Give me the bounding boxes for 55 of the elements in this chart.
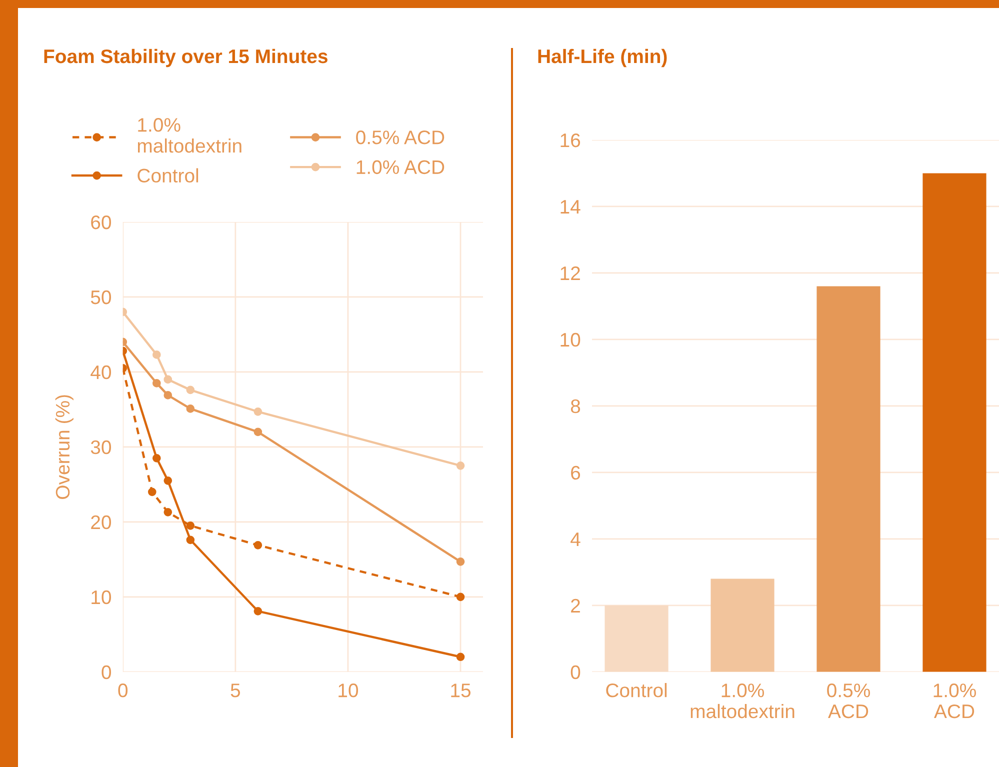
- legend-label: 1.0% ACD: [356, 160, 444, 174]
- point: [164, 476, 172, 485]
- legend-label: 0.5% ACD: [356, 130, 444, 144]
- x-tick-label: Control: [606, 683, 667, 698]
- y-tick-label: 14: [560, 200, 580, 214]
- point: [164, 391, 172, 400]
- x-tick-label: 15: [451, 684, 471, 698]
- y-tick-label: 4: [570, 532, 580, 546]
- point: [186, 386, 195, 394]
- y-tick-label: 40: [90, 365, 112, 380]
- y-tick-label: 10: [92, 590, 112, 604]
- point: [148, 488, 156, 496]
- legend-label: Control: [138, 168, 198, 183]
- y-tick-label: 12: [560, 266, 580, 280]
- point: [152, 454, 161, 462]
- y-axis-title: Overrun (%): [55, 395, 74, 499]
- point: [456, 592, 465, 602]
- point: [456, 557, 465, 566]
- y-tick-label: 20: [91, 515, 112, 530]
- chart-title: Foam Stability over 15 Minutes: [44, 48, 328, 68]
- point: [164, 375, 172, 384]
- y-tick-label: 6: [571, 466, 580, 480]
- y-tick-label: 2: [571, 598, 580, 612]
- bar: [922, 173, 986, 672]
- point: [456, 462, 465, 470]
- x-tick-label: 10: [338, 684, 358, 698]
- legend-label: 1.0% maltodextrin: [138, 118, 242, 153]
- bar: [710, 578, 774, 672]
- bar: [604, 605, 668, 672]
- point: [254, 540, 262, 550]
- x-tick-label: 1.0% maltodextrin: [690, 684, 794, 718]
- point: [152, 379, 161, 388]
- point: [254, 606, 262, 616]
- chart-title: Half-Life (min): [538, 48, 667, 68]
- bar: [816, 286, 880, 672]
- point: [186, 522, 195, 530]
- point: [254, 408, 262, 416]
- x-tick-label: 1.0% ACD: [934, 684, 976, 718]
- point: [186, 404, 195, 413]
- y-tick-label: 0: [570, 665, 580, 680]
- point: [164, 508, 172, 516]
- x-tick-label: 0.5% ACD: [827, 684, 870, 718]
- point: [254, 428, 262, 436]
- y-tick-label: 10: [560, 332, 580, 347]
- point: [152, 350, 161, 359]
- y-tick-label: 30: [90, 440, 112, 454]
- y-tick-label: 8: [570, 399, 580, 414]
- x-tick-label: 5: [230, 684, 240, 698]
- x-tick-label: 0: [118, 684, 128, 698]
- y-tick-label: 60: [91, 215, 112, 230]
- point: [186, 536, 195, 544]
- y-tick-label: 16: [560, 133, 580, 148]
- y-tick-label: 0: [102, 665, 112, 680]
- y-tick-label: 50: [90, 290, 112, 304]
- point: [456, 652, 465, 662]
